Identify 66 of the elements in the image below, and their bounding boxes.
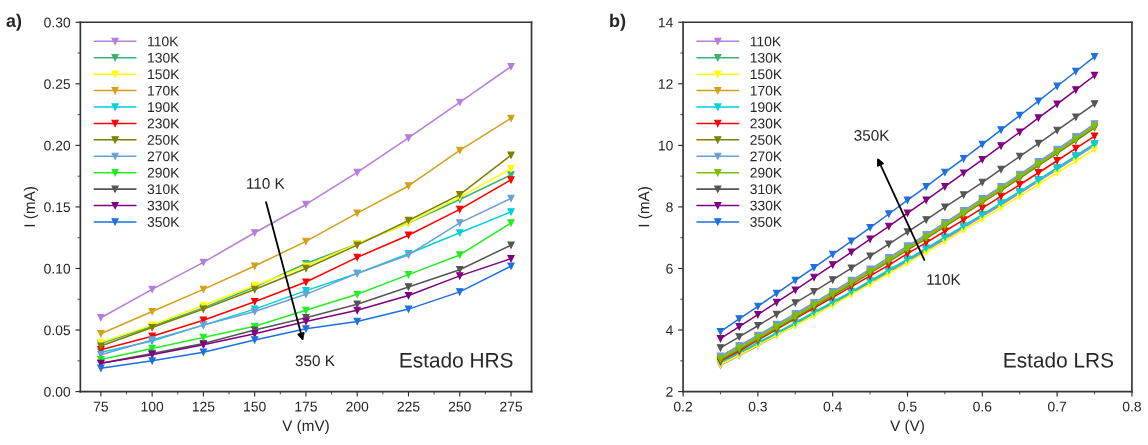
legend-label: 190K: [148, 102, 180, 113]
legend-label: 230K: [750, 118, 783, 129]
annotation: 350K: [854, 130, 890, 141]
y-tick-label: 0.00: [44, 386, 71, 397]
x-tick-label: 200: [346, 401, 369, 412]
y-tick-label: 0.30: [44, 17, 71, 28]
x-tick-label: 100: [141, 401, 164, 412]
x-axis-title: V (V): [890, 419, 924, 435]
y-tick-label: 0.15: [44, 202, 71, 213]
chart-title: b): [610, 13, 626, 31]
x-tick-label: 175: [295, 401, 317, 412]
legend-label: 170K: [750, 85, 783, 96]
legend-label: 170K: [148, 85, 180, 96]
x-tick-label: 0.8: [1122, 401, 1141, 412]
legend-label: 250K: [147, 135, 180, 145]
annotation: Estado LRS: [1004, 352, 1114, 368]
legend-label: 190K: [750, 102, 783, 113]
y-tick-label: 0.10: [44, 263, 71, 274]
legend-label: 310K: [147, 184, 180, 195]
x-tick-label: 0.4: [823, 401, 842, 412]
x-tick-label: 0.3: [748, 401, 767, 412]
x-tick-label: 0.2: [673, 401, 693, 412]
x-tick-label: 0.6: [973, 401, 992, 412]
legend-label: 350K: [750, 217, 783, 227]
legend-label: 290K: [750, 167, 783, 178]
legend-label: 150K: [148, 69, 180, 80]
x-tick-label: 0.7: [1048, 401, 1067, 412]
x-tick-label: 275: [500, 401, 523, 412]
legend-label: 150K: [750, 69, 783, 80]
x-tick-label: 75: [93, 401, 109, 412]
legend-label: 130K: [750, 52, 783, 63]
x-axis-title: V (mV): [282, 419, 329, 435]
y-tick-label: 4: [665, 325, 673, 336]
y-tick-label: 14: [658, 17, 673, 28]
annotation: 350 K: [295, 355, 335, 367]
y-tick-label: 0.25: [44, 79, 71, 89]
y-tick-label: 6: [666, 263, 673, 274]
chart-title: a): [6, 13, 22, 31]
legend-label: 250K: [750, 135, 783, 145]
y-tick-label: 0.20: [44, 140, 71, 151]
annotation: Estado HRS: [400, 352, 513, 368]
legend-label: 330K: [147, 200, 180, 211]
y-tick-label: 12: [658, 79, 673, 89]
legend-label: 310K: [750, 184, 783, 195]
y-axis-title: I (mA): [638, 187, 653, 227]
legend-label: 270K: [147, 151, 180, 162]
x-tick-label: 0.5: [898, 401, 917, 412]
legend-label: 330K: [750, 200, 783, 211]
annotation: 110 K: [247, 178, 285, 189]
legend-label: 130K: [148, 52, 180, 63]
x-tick-label: 150: [244, 401, 266, 412]
x-tick-label: 250: [448, 401, 471, 412]
y-axis-title: I (mA): [23, 187, 39, 227]
x-tick-label: 125: [192, 401, 215, 412]
y-tick-label: 2: [666, 386, 673, 397]
legend-label: 110K: [750, 36, 781, 47]
legend-label: 290K: [147, 167, 180, 178]
annotation: 110K: [927, 274, 961, 285]
y-tick-label: 10: [658, 140, 673, 151]
legend-label: 350K: [147, 217, 180, 227]
legend-label: 230K: [147, 118, 180, 129]
y-tick-label: 0.05: [44, 325, 71, 336]
legend-label: 110K: [148, 36, 179, 47]
y-tick-label: 8: [666, 202, 673, 213]
legend-label: 270K: [750, 151, 783, 162]
x-tick-label: 225: [397, 401, 420, 412]
